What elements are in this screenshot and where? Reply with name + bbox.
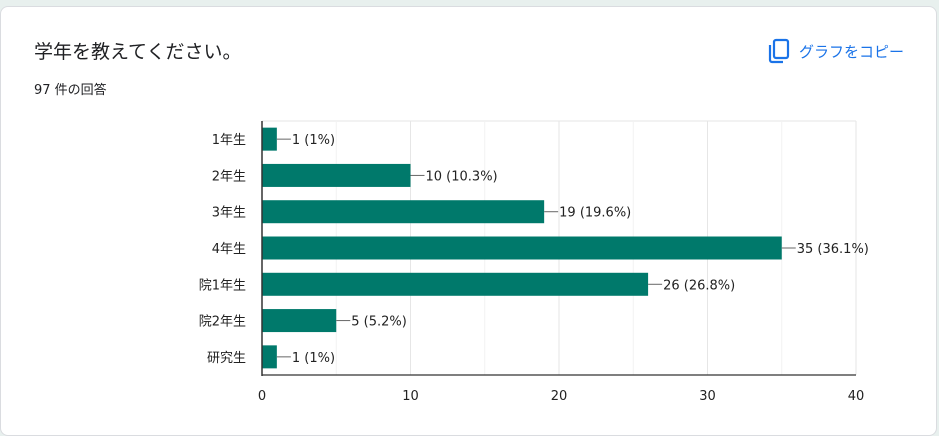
data-label: 35 (36.1%)	[797, 242, 869, 257]
copy-icon	[767, 38, 791, 64]
response-count: 97 件の回答	[34, 83, 107, 98]
data-label: 19 (19.6%)	[559, 206, 631, 221]
category-label: 研究生	[207, 351, 246, 366]
category-label: 1年生	[212, 133, 246, 148]
copy-chart-button[interactable]: グラフをコピー	[767, 36, 904, 66]
data-label: 5 (5.2%)	[351, 315, 407, 330]
bar	[262, 309, 337, 333]
x-tick-label: 40	[848, 389, 865, 404]
category-label: 4年生	[212, 242, 246, 257]
category-label: 2年生	[212, 169, 246, 184]
category-label: 3年生	[212, 206, 246, 221]
question-title: 学年を教えてください。	[34, 41, 242, 63]
bar	[262, 200, 545, 224]
x-tick-label: 30	[699, 389, 716, 404]
bar	[262, 272, 649, 296]
data-label: 26 (26.8%)	[663, 278, 735, 293]
bar	[262, 345, 277, 369]
x-tick-label: 0	[258, 389, 266, 404]
bar	[262, 163, 411, 187]
question-card: 学年を教えてください。 97 件の回答 グラフをコピー	[0, 6, 937, 436]
bar	[262, 127, 277, 151]
bar	[262, 236, 782, 260]
copy-chart-label: グラフをコピー	[799, 42, 905, 61]
x-tick-label: 20	[551, 389, 568, 404]
data-label: 1 (1%)	[292, 351, 335, 366]
category-label: 院2年生	[199, 315, 246, 330]
x-tick-label: 10	[402, 389, 419, 404]
data-label: 1 (1%)	[292, 133, 335, 148]
category-label: 院1年生	[199, 278, 246, 293]
data-label: 10 (10.3%)	[426, 169, 498, 184]
bar-chart: 0 10 20 30 40 1年生 1 (1%) 2年生 10 (10.3%) 3年生 19 (19…	[199, 120, 869, 404]
